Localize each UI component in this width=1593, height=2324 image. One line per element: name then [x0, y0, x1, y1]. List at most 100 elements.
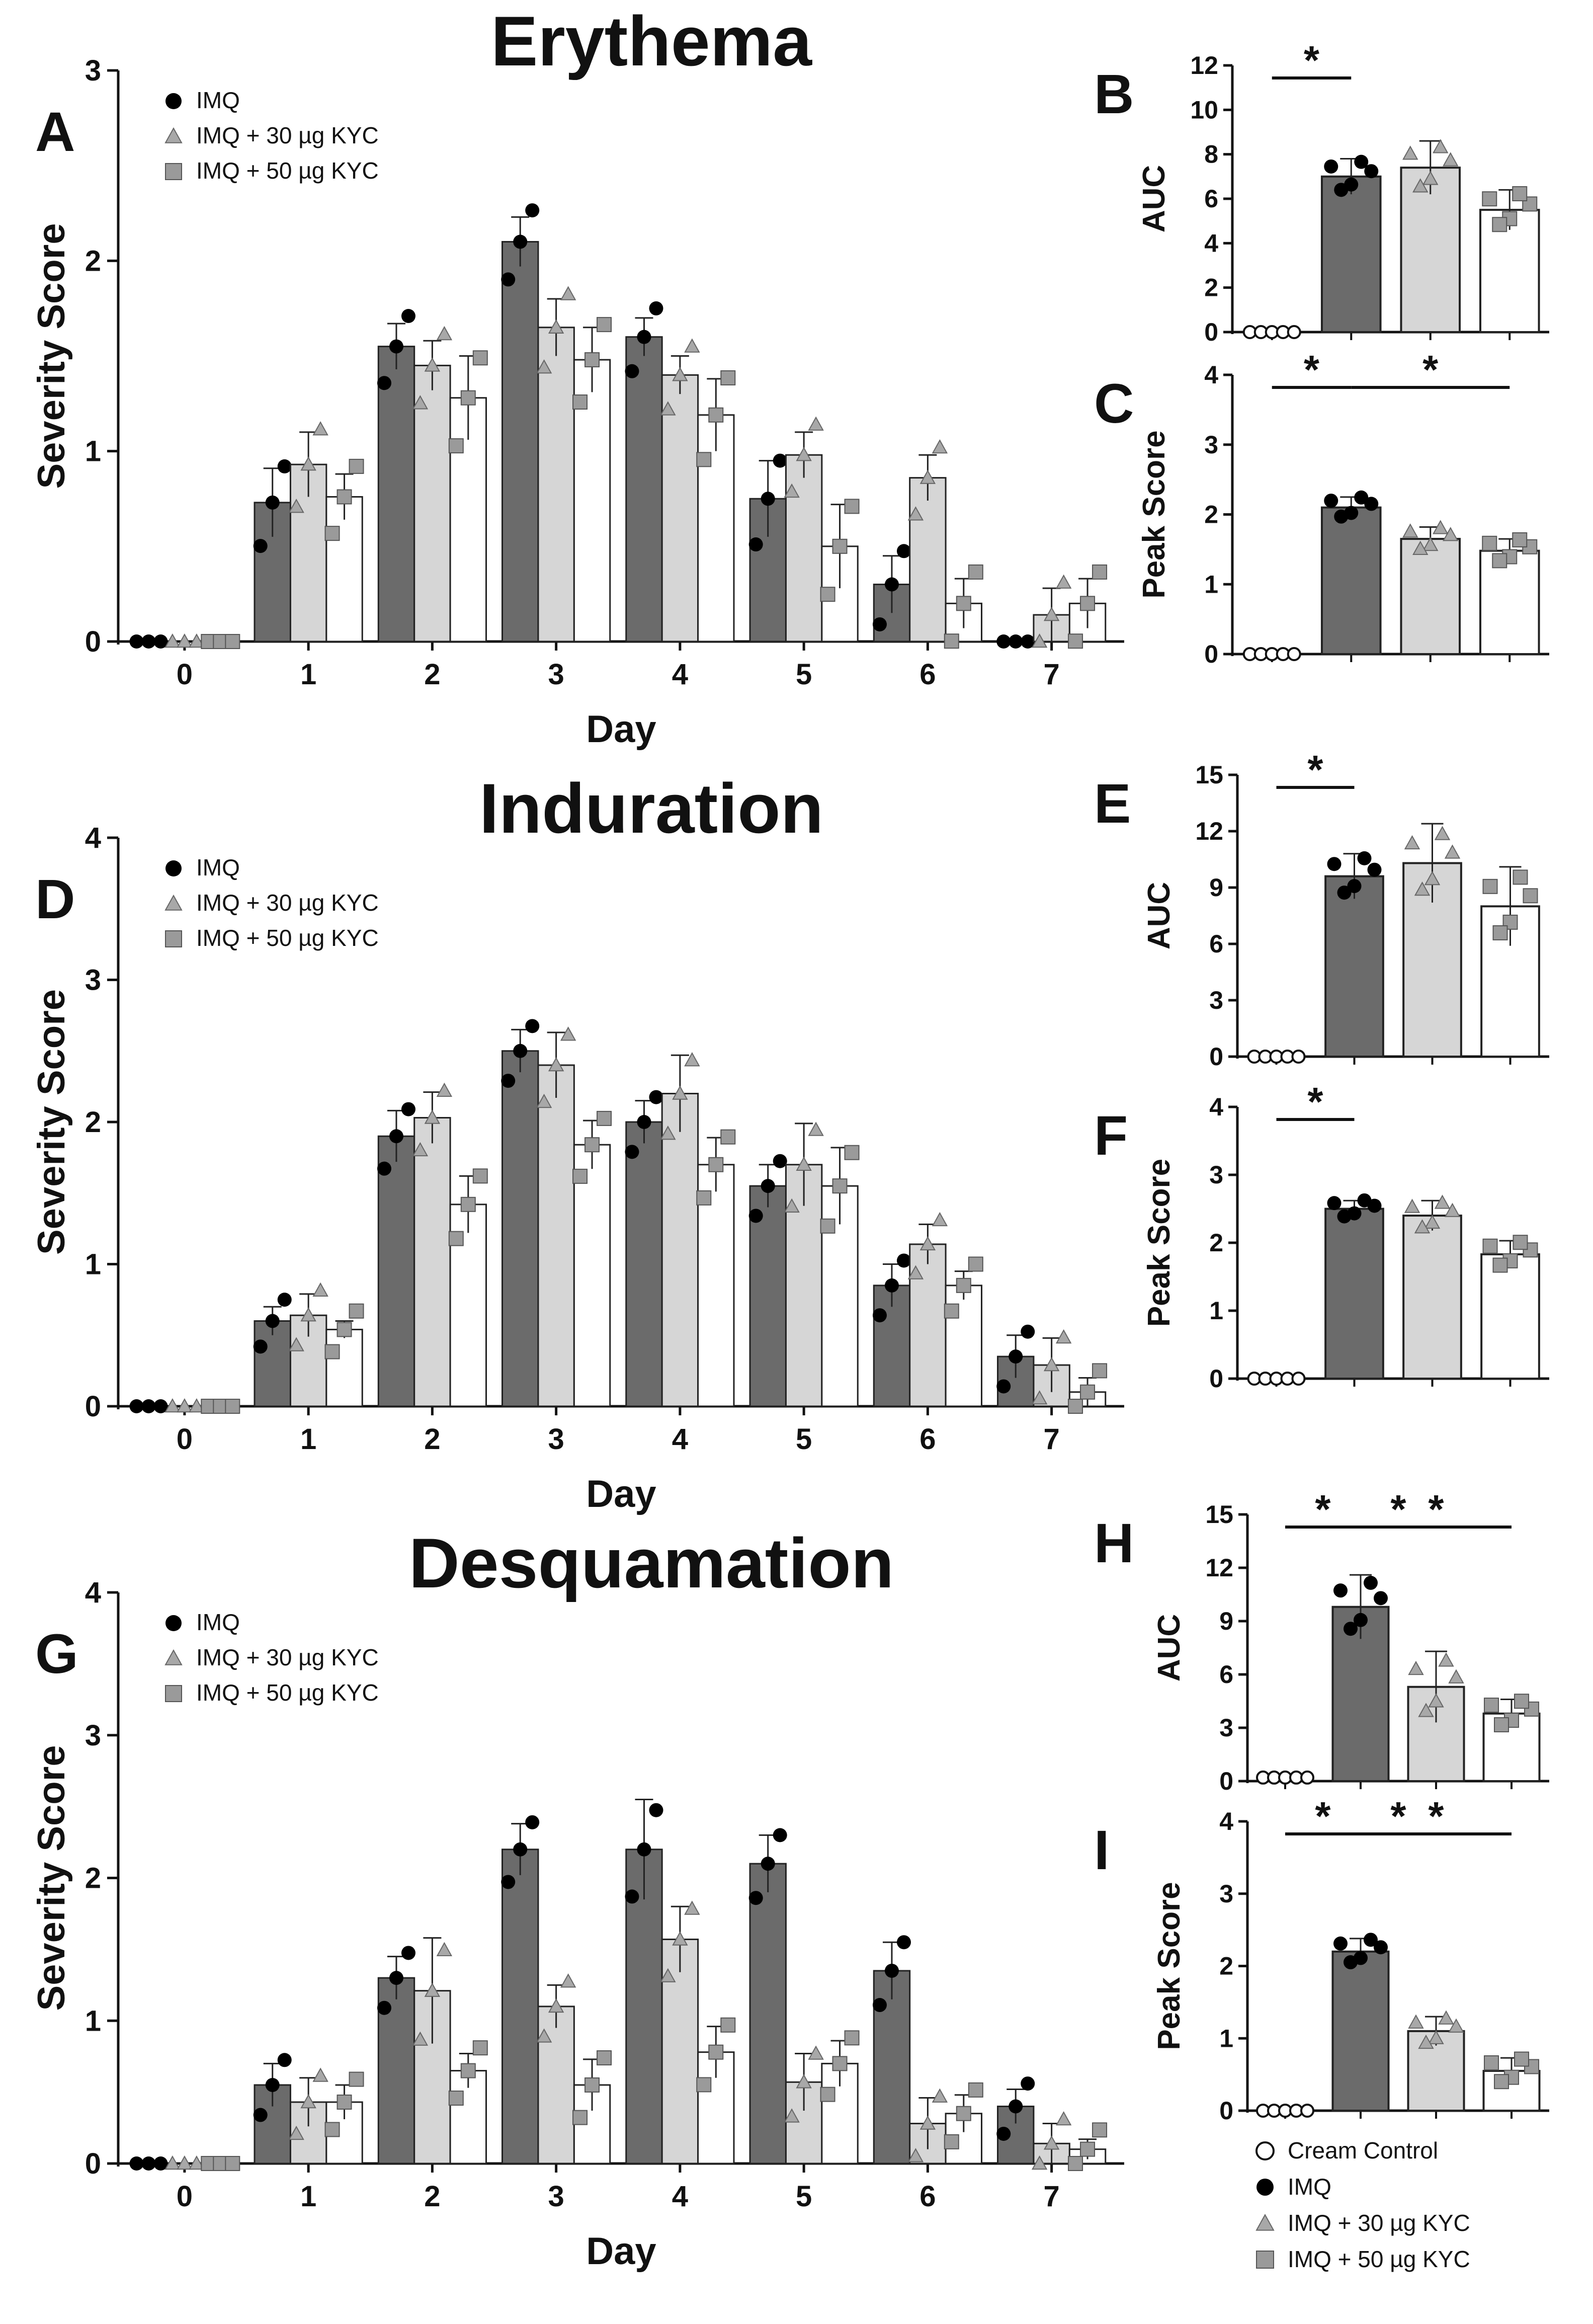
a-x-tick-label: 6	[919, 658, 936, 691]
c-panel-letter: C	[1094, 373, 1134, 435]
c-significance-star: *	[1422, 347, 1439, 392]
d-data-point	[832, 1178, 848, 1194]
a-bar	[413, 364, 451, 643]
d-data-point	[796, 1156, 812, 1171]
d-data-point	[436, 1082, 453, 1097]
f-y-tick-label: 1	[1209, 1297, 1223, 1325]
d-data-point	[932, 1212, 948, 1227]
a-chart-title: Erythema	[491, 2, 812, 81]
a-data-point	[337, 489, 352, 505]
a-data-point	[412, 395, 429, 410]
g-x-tick-label: 1	[300, 2180, 316, 2213]
g-data-point	[513, 1842, 528, 1857]
g-data-point	[773, 1828, 787, 1842]
e-data-point	[1502, 914, 1518, 930]
f-data-point	[1357, 1193, 1372, 1208]
g-data-point	[597, 2050, 612, 2066]
g-data-point	[637, 1842, 651, 1857]
a-y-axis-title: Severity Score	[30, 223, 73, 489]
g-data-point	[832, 2056, 848, 2071]
a-legend-marker	[165, 163, 182, 180]
d-data-point	[597, 1110, 612, 1126]
d-data-point	[349, 1303, 364, 1319]
d-data-point	[820, 1218, 835, 1234]
a-data-point	[584, 352, 600, 368]
d-data-point	[548, 1057, 564, 1072]
h-data-point	[1300, 1770, 1314, 1785]
f-bar	[1480, 1253, 1540, 1380]
a-data-point	[312, 421, 328, 436]
d-data-point	[956, 1277, 971, 1293]
d-data-point	[996, 1379, 1011, 1394]
d-data-point	[773, 1154, 787, 1168]
h-data-point	[1418, 1703, 1434, 1717]
a-data-point	[401, 309, 415, 324]
b-y-tick-label: 12	[1190, 51, 1218, 79]
e-y-tick-label: 9	[1209, 873, 1223, 902]
h-panel-letter: H	[1094, 1512, 1134, 1574]
e-significance-star: *	[1307, 747, 1323, 792]
a-data-point	[597, 317, 612, 333]
d-x-tick-label: 1	[300, 1423, 316, 1456]
e-y-tick-label: 3	[1209, 986, 1223, 1014]
b-data-point	[1364, 164, 1379, 179]
a-data-point	[1092, 564, 1108, 580]
e-data-point	[1444, 844, 1461, 859]
f-y-tick-label: 2	[1209, 1229, 1223, 1257]
e-data-point	[1434, 826, 1451, 840]
d-data-point	[189, 1398, 205, 1413]
d-data-point	[708, 1157, 724, 1172]
d-data-point	[872, 1308, 887, 1323]
d-data-point	[265, 1314, 280, 1328]
i-significance-star: *	[1428, 1794, 1444, 1838]
d-data-point	[968, 1256, 983, 1272]
g-data-point	[153, 2156, 168, 2171]
d-data-point	[141, 1399, 156, 1413]
a-data-point	[448, 438, 464, 454]
b-data-point	[1422, 171, 1439, 185]
h-significance-star: *	[1390, 1487, 1406, 1532]
g-x-axis-title: Day	[586, 2230, 656, 2273]
a-legend-marker	[165, 93, 182, 109]
g-data-point	[660, 1968, 676, 1982]
a-data-point	[708, 407, 724, 423]
g-data-point	[265, 2077, 280, 2092]
f-data-point	[1444, 1203, 1461, 1217]
d-data-point	[637, 1115, 651, 1129]
g-data-point	[944, 2134, 959, 2149]
c-bar	[1479, 549, 1540, 656]
d-bar	[325, 1328, 363, 1407]
d-data-point	[277, 1293, 292, 1307]
f-panel-letter: F	[1094, 1105, 1128, 1167]
c-significance-star: *	[1304, 347, 1320, 392]
f-data-point	[1404, 1198, 1420, 1213]
d-data-point	[808, 1121, 824, 1136]
d-data-point	[572, 1168, 588, 1184]
f-data-point	[1492, 1257, 1508, 1273]
g-data-point	[956, 2106, 971, 2121]
a-data-point	[808, 416, 824, 431]
i-data-point	[1484, 2055, 1499, 2070]
d-data-point	[389, 1129, 403, 1144]
d-data-point	[253, 1339, 268, 1354]
d-data-point	[300, 1307, 316, 1322]
a-data-point	[796, 447, 812, 461]
g-data-point	[1031, 2155, 1048, 2170]
c-data-point	[1412, 540, 1429, 555]
g-data-point	[349, 2071, 364, 2087]
g-data-point	[672, 1931, 688, 1946]
a-data-point	[919, 469, 936, 484]
legend-marker	[1255, 2141, 1275, 2160]
g-data-point	[1009, 2099, 1023, 2114]
g-data-point	[808, 2045, 824, 2060]
d-data-point	[513, 1044, 528, 1058]
a-y-tick-label: 2	[85, 245, 101, 277]
d-x-tick-label: 3	[548, 1423, 564, 1456]
g-x-tick-label: 6	[919, 2180, 936, 2213]
a-data-point	[501, 272, 516, 287]
a-data-point	[164, 633, 181, 648]
d-legend-marker	[165, 860, 182, 876]
a-data-point	[1080, 596, 1096, 611]
d-data-point	[784, 1198, 800, 1213]
